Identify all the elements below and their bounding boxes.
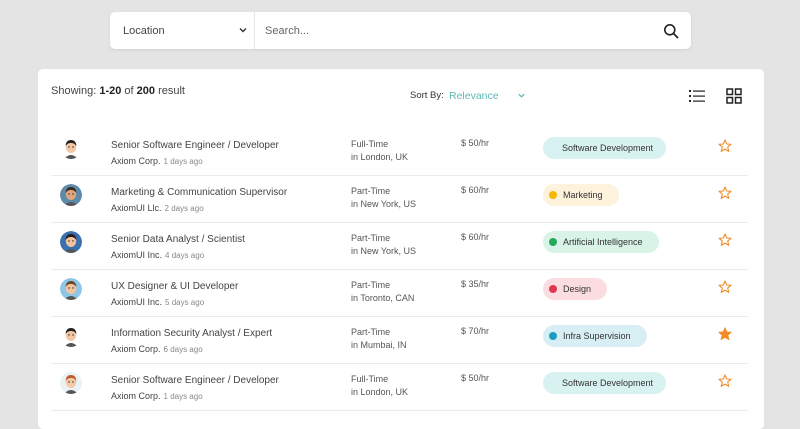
star-icon[interactable] bbox=[718, 233, 732, 247]
hourly-rate: $ 70/hr bbox=[461, 326, 490, 336]
company-line: Axiom Corp. 6 days ago bbox=[111, 344, 203, 354]
company-name: Axiom Corp. bbox=[111, 344, 161, 354]
list-view-icon[interactable] bbox=[689, 89, 705, 103]
job-type: Part-Time in New York, US bbox=[351, 185, 416, 211]
posted-time: 5 days ago bbox=[165, 298, 205, 307]
job-title[interactable]: Senior Software Engineer / Developer bbox=[111, 375, 279, 386]
star-icon[interactable] bbox=[718, 186, 732, 200]
hourly-rate: $ 50/hr bbox=[461, 373, 490, 383]
job-row[interactable]: Senior Software Engineer / Developer Axi… bbox=[51, 364, 748, 411]
company-line: AxiomUI Inc. 5 days ago bbox=[111, 297, 204, 307]
avatar bbox=[60, 372, 82, 394]
category-label: Infra Supervision bbox=[563, 331, 631, 341]
company-name: Axiom Corp. bbox=[111, 156, 161, 166]
tag-dot bbox=[549, 238, 557, 246]
search-button[interactable] bbox=[651, 12, 691, 49]
job-row[interactable]: Senior Software Engineer / Developer Axi… bbox=[51, 129, 748, 176]
job-title[interactable]: Information Security Analyst / Expert bbox=[111, 328, 273, 339]
company-line: AxiomUI Llc. 2 days ago bbox=[111, 203, 204, 213]
avatar bbox=[60, 231, 82, 253]
hourly-rate: $ 35/hr bbox=[461, 279, 490, 289]
employment-type: Part-Time bbox=[351, 327, 391, 337]
category-label: Software Development bbox=[562, 143, 654, 153]
employment-type: Part-Time bbox=[351, 280, 391, 290]
search-input[interactable] bbox=[255, 11, 651, 50]
company-name: Axiom Corp. bbox=[111, 391, 161, 401]
job-location: in Mumbai, IN bbox=[351, 340, 407, 350]
employment-type: Full-Time bbox=[351, 374, 389, 384]
avatar bbox=[60, 184, 82, 206]
job-location: in New York, US bbox=[351, 246, 417, 256]
company-line: AxiomUI Inc. 4 days ago bbox=[111, 250, 204, 260]
job-row[interactable]: UX Designer & UI Developer AxiomUI Inc. 5… bbox=[51, 270, 748, 317]
location-label: Location bbox=[123, 24, 165, 37]
category-tag[interactable]: Marketing bbox=[543, 184, 619, 206]
employment-type: Full-Time bbox=[351, 139, 389, 149]
job-row[interactable]: Senior Data Analyst / Scientist AxiomUI … bbox=[51, 223, 748, 270]
job-type: Full-Time in London, UK bbox=[351, 373, 408, 399]
posted-time: 6 days ago bbox=[163, 345, 203, 354]
category-label: Design bbox=[563, 284, 592, 294]
hourly-rate: $ 60/hr bbox=[461, 185, 490, 195]
chevron-down-icon bbox=[239, 28, 247, 33]
category-tag[interactable]: Software Development bbox=[543, 137, 667, 159]
job-title[interactable]: Marketing & Communication Supervisor bbox=[111, 187, 288, 198]
category-label: Software Development bbox=[562, 378, 654, 388]
star-icon[interactable] bbox=[718, 280, 732, 294]
company-name: AxiomUI Inc. bbox=[111, 250, 163, 260]
search-bar: Location bbox=[110, 11, 691, 50]
job-location: in London, UK bbox=[351, 387, 409, 397]
job-row[interactable]: Information Security Analyst / Expert Ax… bbox=[51, 317, 748, 364]
category-tag[interactable]: Infra Supervision bbox=[543, 325, 647, 347]
company-name: AxiomUI Llc. bbox=[111, 203, 162, 213]
category-label: Artificial Intelligence bbox=[563, 237, 643, 247]
category-tag[interactable]: Software Development bbox=[543, 372, 667, 394]
company-line: Axiom Corp. 1 days ago bbox=[111, 156, 203, 166]
job-location: in London, UK bbox=[351, 152, 409, 162]
job-type: Part-Time in New York, US bbox=[351, 232, 416, 258]
star-icon[interactable] bbox=[718, 139, 732, 153]
category-tag[interactable]: Design bbox=[543, 278, 608, 300]
sort-value: Relevance bbox=[449, 90, 499, 102]
results-card: Showing: 1-20 of 200 result Sort By: Rel… bbox=[38, 69, 764, 429]
grid-view-icon[interactable] bbox=[726, 88, 742, 104]
location-dropdown[interactable]: Location bbox=[110, 12, 255, 49]
chevron-down-icon bbox=[518, 93, 525, 98]
tag-dot bbox=[549, 285, 557, 293]
search-icon bbox=[664, 23, 679, 38]
job-title[interactable]: Senior Software Engineer / Developer bbox=[111, 140, 279, 151]
job-title[interactable]: UX Designer & UI Developer bbox=[111, 281, 239, 292]
tag-dot bbox=[549, 332, 557, 340]
avatar bbox=[60, 137, 82, 159]
avatar bbox=[60, 325, 82, 347]
posted-time: 2 days ago bbox=[164, 204, 204, 213]
job-type: Part-Time in Toronto, CAN bbox=[351, 279, 414, 305]
job-type: Part-Time in Mumbai, IN bbox=[351, 326, 407, 352]
job-list: Senior Software Engineer / Developer Axi… bbox=[51, 129, 748, 411]
sort-dropdown[interactable]: Relevance bbox=[449, 90, 529, 104]
employment-type: Part-Time bbox=[351, 186, 391, 196]
job-type: Full-Time in London, UK bbox=[351, 138, 408, 164]
hourly-rate: $ 60/hr bbox=[461, 232, 490, 242]
job-row[interactable]: Marketing & Communication Supervisor Axi… bbox=[51, 176, 748, 223]
category-label: Marketing bbox=[563, 190, 603, 200]
job-title[interactable]: Senior Data Analyst / Scientist bbox=[111, 234, 245, 245]
job-location: in Toronto, CAN bbox=[351, 293, 415, 303]
star-icon[interactable] bbox=[718, 327, 732, 341]
hourly-rate: $ 50/hr bbox=[461, 138, 490, 148]
tag-dot bbox=[549, 191, 557, 199]
sort-label: Sort By: bbox=[410, 90, 444, 101]
company-name: AxiomUI Inc. bbox=[111, 297, 163, 307]
results-count: Showing: 1-20 of 200 result bbox=[51, 85, 185, 97]
job-location: in New York, US bbox=[351, 199, 417, 209]
star-icon[interactable] bbox=[718, 374, 732, 388]
category-tag[interactable]: Artificial Intelligence bbox=[543, 231, 659, 253]
posted-time: 1 days ago bbox=[163, 392, 203, 401]
employment-type: Part-Time bbox=[351, 233, 391, 243]
company-line: Axiom Corp. 1 days ago bbox=[111, 391, 203, 401]
posted-time: 4 days ago bbox=[165, 251, 205, 260]
posted-time: 1 days ago bbox=[163, 157, 203, 166]
avatar bbox=[60, 278, 82, 300]
